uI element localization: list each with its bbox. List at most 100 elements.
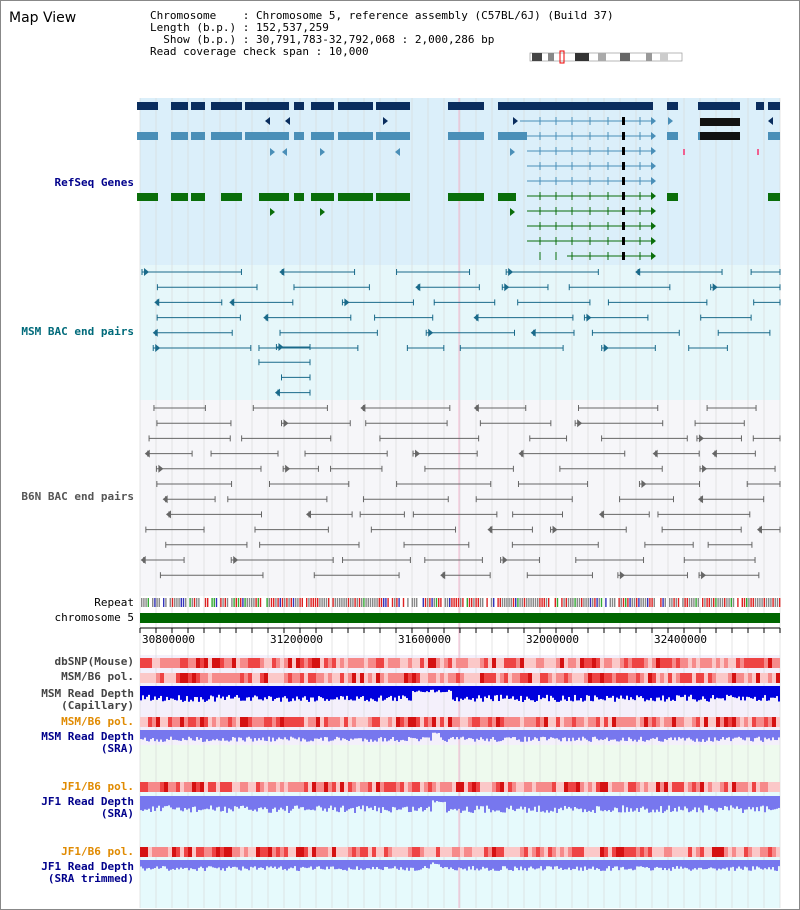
jf1-pol-strip-2 xyxy=(196,847,200,857)
repeat-mark xyxy=(165,598,167,607)
msm-depth-capillary-bar xyxy=(282,686,284,698)
jf1-pol-strip-2 xyxy=(736,847,740,857)
msm-depth-capillary-bar xyxy=(190,686,192,700)
repeat-mark xyxy=(519,598,521,607)
msm-depth-sra-bar xyxy=(338,730,340,738)
jf1-pol-strip xyxy=(276,782,280,792)
jf1-depth-sra-bar xyxy=(334,796,336,808)
jf1-depth-sra-bar xyxy=(464,796,466,811)
msm-depth-sra-bar xyxy=(192,730,194,741)
msm-depth-capillary-bar xyxy=(458,686,460,702)
jf1-pol-strip-2 xyxy=(184,847,188,857)
jf1-depth-trim-bar xyxy=(650,860,652,871)
msm-pol-strip xyxy=(196,673,200,683)
repeat-mark xyxy=(435,598,438,607)
repeat-mark xyxy=(510,598,512,607)
jf1-pol-strip xyxy=(384,782,388,792)
msm-depth-capillary-bar xyxy=(242,686,244,701)
jf1-depth-sra-bar xyxy=(536,796,538,812)
msm-depth-sra-bar xyxy=(368,730,370,742)
jf1-depth-sra-bar xyxy=(482,796,484,807)
gene-block xyxy=(245,102,289,110)
msm-pol-strip xyxy=(552,673,556,683)
repeat-mark xyxy=(708,598,710,607)
msm-depth-sra-bar xyxy=(564,730,566,738)
jf1-pol-strip xyxy=(604,782,608,792)
msm-depth-capillary-bar xyxy=(346,686,348,696)
msm-depth-sra-bar xyxy=(224,730,226,741)
dbsnp-strip xyxy=(372,658,376,668)
msm-depth-capillary-bar xyxy=(588,686,590,696)
msm-depth-capillary-bar xyxy=(416,686,418,692)
gene-block xyxy=(245,132,289,140)
msm-depth-capillary-bar xyxy=(224,686,226,700)
msm-pol-strip xyxy=(768,673,772,683)
msm-depth-sra-bar xyxy=(552,730,554,738)
jf1-depth-sra-bar xyxy=(532,796,534,811)
msm-depth-sra-bar xyxy=(238,730,240,738)
jf1-depth-sra-bar xyxy=(492,796,494,811)
msm-depth-capillary-bar xyxy=(618,686,620,699)
repeat-mark xyxy=(189,598,191,607)
msm-depth-sra-bar xyxy=(772,730,774,738)
msm-depth-capillary-bar xyxy=(260,686,262,700)
repeat-mark xyxy=(145,598,147,607)
jf1-depth-sra-bar xyxy=(160,796,162,812)
jf1-depth-sra-bar xyxy=(628,796,630,812)
msm-pol-strip xyxy=(756,673,760,683)
msm-depth-capillary-bar xyxy=(652,686,654,701)
dbsnp-strip xyxy=(452,658,456,668)
jf1-pol-strip-2 xyxy=(512,847,516,857)
msm-depth-capillary-bar xyxy=(454,686,456,701)
jf1-depth-sra-bar xyxy=(262,796,264,810)
msm-depth-sra-bar xyxy=(682,730,684,738)
jf1-depth-sra-bar xyxy=(338,796,340,813)
jf1-depth-sra-bar xyxy=(306,796,308,810)
jf1-depth-trim-bar xyxy=(514,860,516,867)
label-jf1-b6-pol: JF1/B6 pol. xyxy=(61,780,134,793)
repeat-mark xyxy=(180,598,182,607)
msm-depth-capillary-bar xyxy=(740,686,742,701)
msm-depth-capillary-bar xyxy=(768,686,770,701)
repeat-mark xyxy=(378,598,380,607)
jf1-depth-trim-bar xyxy=(300,860,302,868)
jf1-depth-trim-bar xyxy=(172,860,174,869)
repeat-mark xyxy=(629,598,631,607)
strand-arrow xyxy=(651,117,656,125)
jf1-pol-strip xyxy=(644,782,648,792)
jf1-depth-trim-bar xyxy=(412,860,414,868)
label-jf1-b6-pol-2: JF1/B6 pol. xyxy=(61,845,134,858)
repeat-mark xyxy=(770,598,772,607)
jf1-depth-trim-bar xyxy=(534,860,536,870)
msm-pol-strip-2 xyxy=(376,717,380,727)
strand-arrow xyxy=(360,404,366,412)
jf1-depth-sra-bar xyxy=(632,796,634,812)
jf1-depth-trim-bar xyxy=(292,860,294,869)
msm-depth-sra-bar xyxy=(596,730,598,739)
dbsnp-strip xyxy=(480,658,484,668)
dbsnp-strip xyxy=(168,658,172,668)
repeat-mark xyxy=(141,598,143,607)
msm-depth-sra-bar xyxy=(472,730,474,740)
msm-pol-strip-2 xyxy=(548,717,552,727)
jf1-depth-trim-bar xyxy=(344,860,346,870)
msm-depth-capillary-bar xyxy=(686,686,688,701)
repeat-mark xyxy=(215,598,218,607)
msm-pol-strip-2 xyxy=(704,717,708,727)
jf1-pol-strip xyxy=(512,782,516,792)
msm-depth-capillary-bar xyxy=(776,686,778,697)
repeat-mark xyxy=(207,598,209,607)
jf1-pol-strip xyxy=(336,782,340,792)
jf1-pol-strip-2 xyxy=(280,847,284,857)
msm-depth-capillary-bar xyxy=(380,686,382,696)
jf1-pol-strip-2 xyxy=(288,847,292,857)
msm-pol-strip-2 xyxy=(776,717,780,727)
strand-arrow xyxy=(711,449,717,458)
dbsnp-strip xyxy=(572,658,576,668)
msm-pol-strip-2 xyxy=(320,717,324,727)
gene-block xyxy=(448,102,484,110)
jf1-depth-trim-bar xyxy=(244,860,246,869)
jf1-pol-strip-2 xyxy=(172,847,176,857)
jf1-pol-strip-2 xyxy=(532,847,536,857)
